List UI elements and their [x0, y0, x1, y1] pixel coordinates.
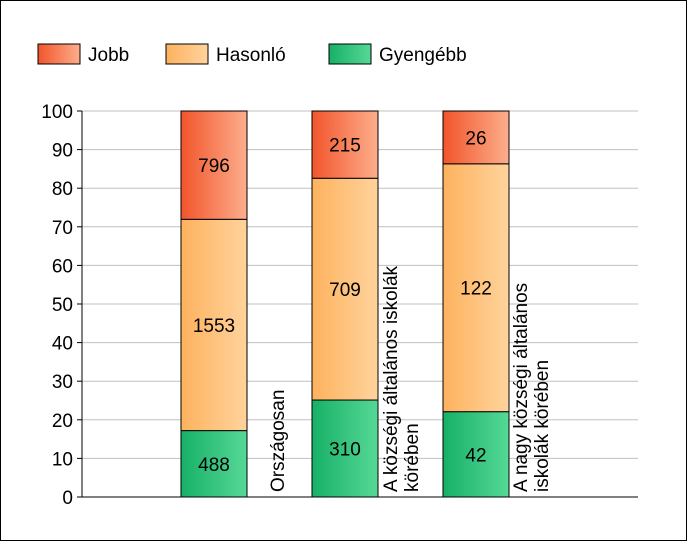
y-tick-label: 0: [62, 488, 73, 509]
category-label-line: A községi általános iskolák: [381, 265, 402, 492]
bar-value-label: 215: [329, 136, 361, 157]
y-tick-label: 70: [52, 218, 73, 239]
y-tick-label: 100: [41, 102, 73, 123]
bars: 488 1553 796 310 709 215 42 122 26: [180, 110, 510, 498]
y-tick-label: 30: [52, 372, 73, 393]
bar-value-label: 310: [329, 440, 361, 461]
y-tick-label: 20: [52, 411, 73, 432]
bar-segment-hasonlo-3: [442, 163, 510, 413]
y-axis-ticks: 0 10 20 30 40 50 60 70 80 90 100: [41, 102, 82, 509]
y-tick-label: 40: [52, 334, 73, 355]
legend-label-hasonlo: Hasonló: [216, 45, 286, 66]
bar-value-label: 42: [465, 445, 486, 466]
bar-value-label: 709: [329, 280, 361, 301]
bar-segment-gyengebb-3: [442, 411, 510, 498]
legend: Jobb Hasonló Gyengébb: [37, 43, 467, 66]
legend-label-gyengebb: Gyengébb: [379, 45, 467, 66]
bar-value-label: 796: [198, 156, 230, 177]
y-tick-label: 50: [52, 295, 73, 316]
bar-segment-gyengebb-1: [180, 430, 248, 498]
category-label-line: iskolák körében: [532, 360, 553, 492]
bar-value-label: 1553: [193, 316, 235, 337]
y-tick-label: 90: [52, 141, 73, 162]
legend-swatch-gyengebb: [328, 43, 372, 65]
x-axis-labels: Országosan A községi általános iskolák kör…: [268, 265, 553, 492]
category-label-1: Országosan: [268, 390, 289, 492]
y-tick-label: 60: [52, 256, 73, 277]
bar-segment-hasonlo-1: [180, 218, 248, 432]
bar-segment-jobb-3: [442, 110, 510, 165]
category-label-line: Országosan: [268, 390, 289, 492]
bar-value-label: 122: [460, 279, 492, 300]
category-label-3: A nagy községi általános iskolák körében: [511, 283, 553, 492]
category-label-line: körében: [402, 423, 423, 492]
bar-value-label: 488: [198, 455, 230, 476]
axes: [81, 111, 638, 498]
legend-swatch-jobb: [37, 43, 81, 65]
category-label-2: A községi általános iskolák körében: [381, 265, 423, 492]
bar-segment-jobb-2: [311, 110, 379, 179]
legend-swatch-hasonlo: [165, 43, 209, 65]
category-label-line: A nagy községi általános: [511, 283, 532, 492]
bar-segment-jobb-1: [180, 110, 248, 220]
bar-value-label: 26: [465, 128, 486, 149]
bar-segment-hasonlo-2: [311, 177, 379, 401]
y-tick-label: 10: [52, 449, 73, 470]
legend-label-jobb: Jobb: [88, 45, 129, 66]
y-tick-label: 80: [52, 179, 73, 200]
